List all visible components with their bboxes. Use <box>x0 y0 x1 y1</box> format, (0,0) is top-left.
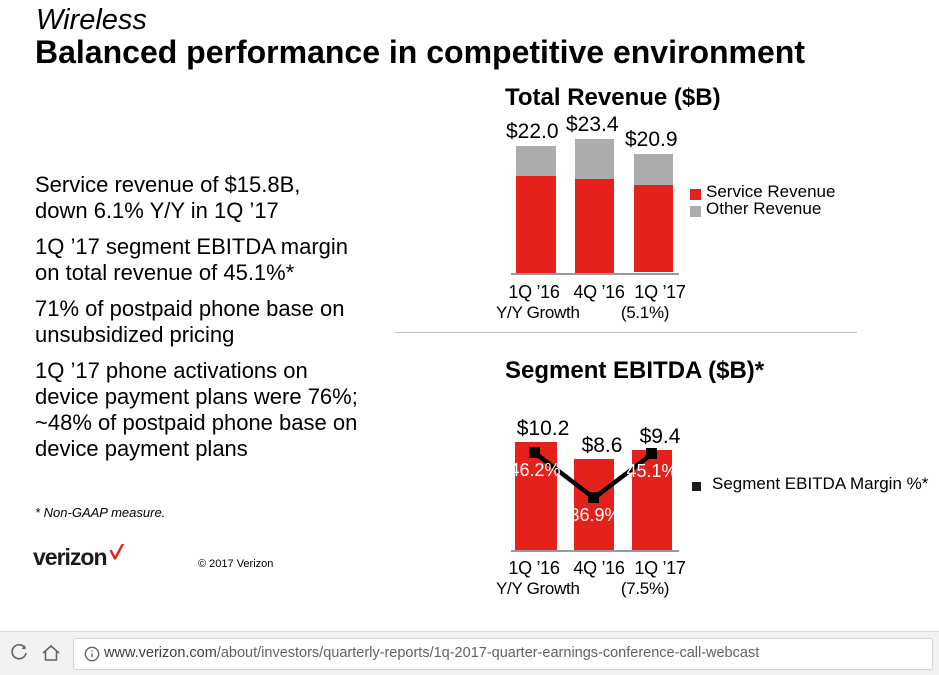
svg-text:verizon: verizon <box>33 544 107 570</box>
